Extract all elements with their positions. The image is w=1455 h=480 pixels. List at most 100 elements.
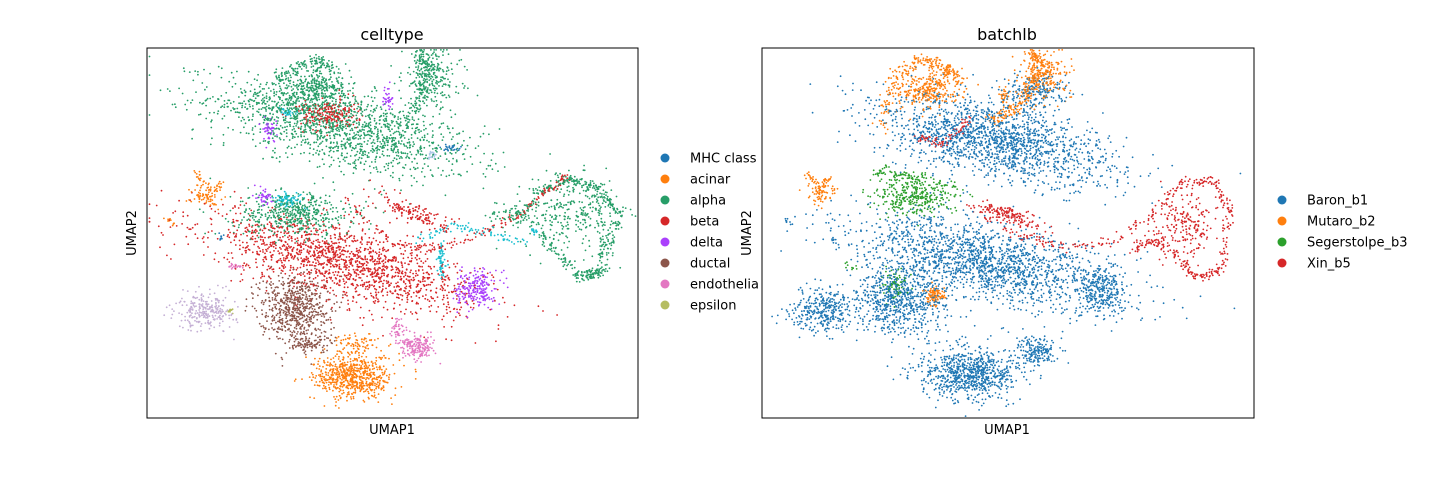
scatter-point [361, 273, 364, 275]
scatter-point [612, 242, 615, 244]
scatter-point [433, 339, 435, 342]
scatter-point [381, 371, 384, 374]
scatter-point [307, 214, 310, 217]
scatter-point [394, 331, 396, 334]
scatter-point [393, 189, 396, 191]
scatter-point [565, 268, 567, 271]
scatter-point [354, 134, 356, 137]
scatter-point [182, 289, 184, 291]
scatter-point [309, 147, 311, 150]
scatter-point [312, 153, 315, 156]
scatter-point [419, 138, 422, 141]
scatter-point [460, 270, 463, 272]
scatter-point [173, 243, 176, 246]
scatter-point [361, 228, 364, 231]
scatter-point [288, 347, 291, 349]
scatter-point [322, 344, 325, 347]
scatter-point [302, 191, 305, 194]
scatter-point [472, 291, 475, 294]
scatter-point [276, 335, 278, 338]
scatter-point [422, 55, 425, 58]
scatter-point [341, 148, 344, 150]
scatter-point [204, 88, 206, 91]
scatter-point [281, 254, 284, 256]
scatter-point [608, 180, 611, 182]
scatter-point [609, 215, 612, 218]
scatter-point [607, 229, 610, 232]
scatter-point [348, 334, 351, 336]
scatter-point [584, 221, 587, 224]
scatter-point [349, 137, 351, 139]
scatter-point [382, 334, 384, 337]
scatter-point [351, 383, 354, 386]
scatter-point [608, 242, 611, 245]
scatter-point [373, 367, 376, 370]
scatter-point [169, 90, 171, 92]
scatter-point [348, 256, 351, 258]
scatter-point [411, 300, 413, 303]
scatter-point [284, 257, 287, 260]
scatter-point [204, 232, 207, 235]
scatter-point [264, 244, 266, 246]
scatter-point [287, 277, 290, 280]
scatter-point [312, 376, 315, 379]
scatter-point [391, 103, 394, 105]
scatter-point [577, 277, 579, 279]
scatter-point [605, 194, 607, 197]
scatter-point [284, 310, 286, 313]
scatter-point [305, 256, 308, 258]
scatter-point [412, 105, 415, 107]
scatter-point [350, 363, 352, 365]
scatter-point [391, 108, 393, 111]
scatter-point [336, 353, 338, 356]
scatter-point [271, 156, 273, 159]
scatter-point [601, 255, 604, 258]
scatter-point [287, 245, 290, 248]
scatter-point [456, 63, 459, 66]
scatter-point [431, 248, 434, 251]
scatter-point [311, 218, 314, 221]
scatter-point [445, 73, 448, 75]
scatter-point [326, 349, 328, 352]
scatter-point [260, 108, 263, 110]
scatter-point [287, 77, 290, 79]
scatter-point [366, 258, 369, 261]
scatter-point [310, 306, 313, 308]
scatter-point [323, 348, 326, 350]
scatter-point [361, 324, 364, 327]
scatter-point [284, 221, 287, 223]
scatter-point [345, 281, 348, 284]
scatter-point [527, 210, 530, 212]
scatter-point [402, 356, 404, 359]
scatter-point [421, 71, 424, 73]
scatter-point [332, 289, 334, 292]
scatter-point [370, 371, 372, 374]
scatter-point [430, 232, 432, 234]
scatter-point [256, 92, 258, 95]
scatter-point [245, 209, 247, 212]
scatter-point [346, 380, 349, 383]
scatter-point [391, 292, 394, 295]
scatter-point [435, 80, 438, 82]
scatter-point [445, 227, 448, 230]
scatter-point [415, 370, 417, 373]
scatter-point [365, 122, 368, 125]
scatter-point [345, 256, 348, 258]
scatter-point [443, 224, 445, 226]
scatter-point [415, 72, 418, 74]
scatter-point [258, 211, 261, 214]
scatter-point [417, 248, 420, 251]
scatter-point [295, 293, 298, 295]
scatter-point [159, 246, 161, 249]
scatter-point [414, 245, 416, 248]
scatter-point [531, 178, 534, 181]
scatter-point [380, 291, 383, 293]
scatter-point [528, 217, 530, 220]
scatter-point [341, 95, 343, 98]
scatter-point [460, 174, 462, 177]
scatter-point [543, 190, 546, 192]
scatter-point [241, 266, 244, 269]
scatter-point [410, 254, 413, 257]
scatter-point [296, 219, 299, 222]
scatter-point [469, 155, 472, 158]
